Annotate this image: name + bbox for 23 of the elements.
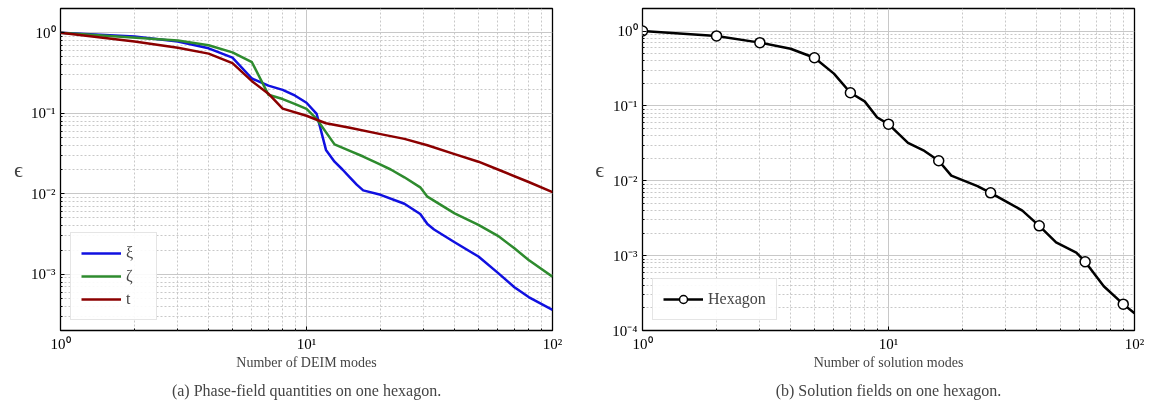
x-axis-title: Number of solution modes bbox=[813, 354, 964, 370]
y-tick-label: 10⁻¹ bbox=[613, 97, 638, 114]
x-tick-label: 10¹ bbox=[878, 335, 899, 352]
legend-label: ζ bbox=[126, 267, 134, 285]
x-tick-label: 10¹ bbox=[296, 335, 317, 352]
y-axis-title: ϵ bbox=[595, 157, 605, 182]
legend-label: t bbox=[126, 290, 132, 308]
legend-label: ξ bbox=[126, 244, 135, 262]
y-axis-title: ϵ bbox=[14, 157, 24, 182]
text: (a) Phase-field quantities on one hexagon. bbox=[171, 381, 442, 400]
y-tick-label: 10⁻³ bbox=[31, 266, 56, 283]
text: (b) Solution fields on one hexagon. bbox=[775, 381, 1002, 400]
y-tick-label: 10⁰ bbox=[35, 24, 56, 41]
y-tick-label: 10⁰ bbox=[617, 23, 638, 40]
x-tick-label: 10⁰ bbox=[50, 335, 71, 352]
y-tick-label: 10⁻² bbox=[31, 185, 56, 202]
x-tick-label: 10² bbox=[542, 335, 563, 352]
y-tick-label: 10⁻³ bbox=[613, 247, 638, 264]
x-tick-label: 10² bbox=[1124, 335, 1145, 352]
y-tick-label: 10⁻¹ bbox=[31, 105, 56, 122]
x-axis-title: Number of DEIM modes bbox=[236, 354, 377, 370]
legend-label: Hexagon bbox=[708, 290, 766, 308]
y-tick-label: 10⁻² bbox=[613, 172, 638, 189]
